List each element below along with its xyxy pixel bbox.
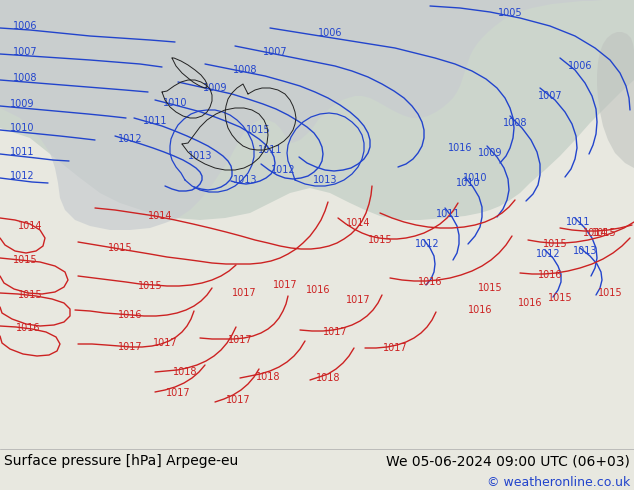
Text: 1012: 1012 xyxy=(10,171,34,181)
Text: 1013: 1013 xyxy=(233,175,257,185)
Text: 1014: 1014 xyxy=(148,211,172,221)
Text: 1016: 1016 xyxy=(16,323,40,333)
Text: 1017: 1017 xyxy=(323,327,347,337)
Text: 1008: 1008 xyxy=(233,65,257,75)
Text: 1011: 1011 xyxy=(10,147,34,157)
Text: 1007: 1007 xyxy=(13,47,37,57)
Text: 1015: 1015 xyxy=(477,283,502,293)
Text: 1007: 1007 xyxy=(538,91,562,101)
Text: 1010: 1010 xyxy=(163,98,187,108)
Text: 1015: 1015 xyxy=(598,288,623,298)
Text: 1017: 1017 xyxy=(346,295,370,305)
Text: 1006: 1006 xyxy=(568,61,592,71)
Polygon shape xyxy=(0,0,634,220)
Text: 1010: 1010 xyxy=(456,178,480,188)
Text: 1016: 1016 xyxy=(418,277,443,287)
Text: 1015: 1015 xyxy=(592,228,616,238)
Text: 1015: 1015 xyxy=(13,255,37,265)
Text: 1016: 1016 xyxy=(118,310,142,320)
Text: Surface pressure [hPa] Arpege-eu: Surface pressure [hPa] Arpege-eu xyxy=(4,454,238,468)
Text: 1012: 1012 xyxy=(271,165,295,175)
Text: 1008: 1008 xyxy=(503,118,527,128)
Polygon shape xyxy=(0,0,634,230)
Text: 1011: 1011 xyxy=(143,116,167,126)
Text: 1008: 1008 xyxy=(13,73,37,83)
Text: 1018: 1018 xyxy=(256,372,280,382)
Text: 1012: 1012 xyxy=(118,134,142,144)
Text: 1014: 1014 xyxy=(346,218,370,228)
Text: 1018: 1018 xyxy=(172,367,197,377)
Text: 1017: 1017 xyxy=(231,288,256,298)
Text: 1015: 1015 xyxy=(368,235,392,245)
Text: 1011: 1011 xyxy=(436,209,460,219)
Text: 1015: 1015 xyxy=(18,290,42,300)
Text: 1017: 1017 xyxy=(153,338,178,348)
Text: 1017: 1017 xyxy=(165,388,190,398)
Text: 1012: 1012 xyxy=(415,239,439,249)
Text: 1017: 1017 xyxy=(273,280,297,290)
Text: 1011: 1011 xyxy=(258,145,282,155)
Text: 1017: 1017 xyxy=(228,335,252,345)
Text: 1013: 1013 xyxy=(313,175,337,185)
Text: 1017: 1017 xyxy=(383,343,407,353)
Text: 1015: 1015 xyxy=(548,293,573,303)
Text: 1011: 1011 xyxy=(566,217,590,227)
Text: 1012: 1012 xyxy=(536,249,560,259)
Text: 1007: 1007 xyxy=(262,47,287,57)
Text: 1009: 1009 xyxy=(478,148,502,158)
Text: We 05-06-2024 09:00 UTC (06+03): We 05-06-2024 09:00 UTC (06+03) xyxy=(386,454,630,468)
Text: 1018: 1018 xyxy=(316,373,340,383)
Text: 1016: 1016 xyxy=(306,285,330,295)
Text: 1014: 1014 xyxy=(583,228,607,238)
Text: 1006: 1006 xyxy=(318,28,342,38)
Text: 1006: 1006 xyxy=(13,21,37,31)
Text: 1017: 1017 xyxy=(226,395,250,405)
Text: 1015: 1015 xyxy=(543,239,567,249)
Text: 1013: 1013 xyxy=(573,246,597,256)
Text: 1014: 1014 xyxy=(18,221,42,231)
Polygon shape xyxy=(597,0,634,168)
Text: 1010: 1010 xyxy=(10,123,34,133)
Text: 1016: 1016 xyxy=(518,298,542,308)
Text: © weatheronline.co.uk: © weatheronline.co.uk xyxy=(487,476,630,489)
Text: 1017: 1017 xyxy=(118,342,142,352)
Text: 1009: 1009 xyxy=(10,99,34,109)
Text: 1015: 1015 xyxy=(108,243,133,253)
Text: 1013: 1013 xyxy=(188,151,212,161)
Text: 1015: 1015 xyxy=(138,281,162,291)
Text: 1009: 1009 xyxy=(203,83,227,93)
Text: 1016: 1016 xyxy=(468,305,492,315)
Text: 1005: 1005 xyxy=(498,8,522,18)
Text: 1015: 1015 xyxy=(246,125,270,135)
Text: 1016: 1016 xyxy=(448,143,472,153)
Text: 1010: 1010 xyxy=(463,173,488,183)
Text: 1016: 1016 xyxy=(538,270,562,280)
